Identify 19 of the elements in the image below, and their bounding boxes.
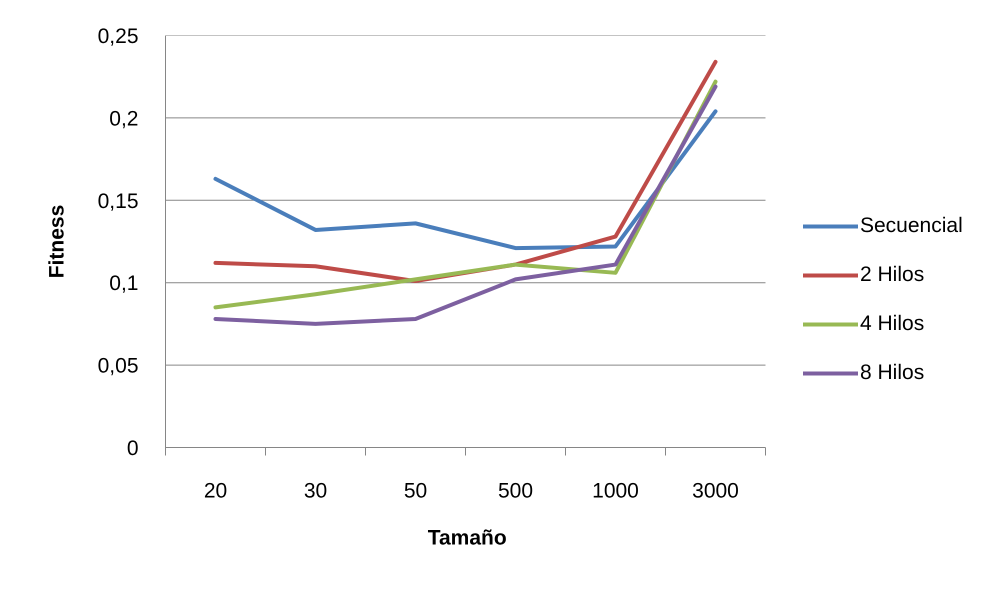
x-tick-label: 1000 xyxy=(592,480,639,502)
y-tick-label: 0,1 xyxy=(109,272,139,296)
line-series xyxy=(214,109,718,250)
legend-label: 8 Hilos xyxy=(860,361,924,385)
y-tick-label: 0,2 xyxy=(109,107,139,130)
legend-label: 2 Hilos xyxy=(860,263,924,287)
x-tick-label: 500 xyxy=(498,480,534,502)
legend-label: Secuencial xyxy=(860,214,963,238)
x-tick-label: 30 xyxy=(304,480,328,502)
y-tick-label: 0 xyxy=(126,437,139,460)
x-tick-label: 50 xyxy=(404,480,428,502)
x-tick-label: 20 xyxy=(204,480,228,502)
y-tick-label: 0,05 xyxy=(98,354,139,378)
x-axis-title: Tamaño xyxy=(428,526,507,550)
x-tick-label: 3000 xyxy=(692,480,739,502)
y-axis-title: Fitness xyxy=(46,204,69,278)
y-tick-label: 0,15 xyxy=(98,190,139,213)
legend-label: 4 Hilos xyxy=(860,312,924,336)
y-tick-label: 0,25 xyxy=(98,25,139,48)
